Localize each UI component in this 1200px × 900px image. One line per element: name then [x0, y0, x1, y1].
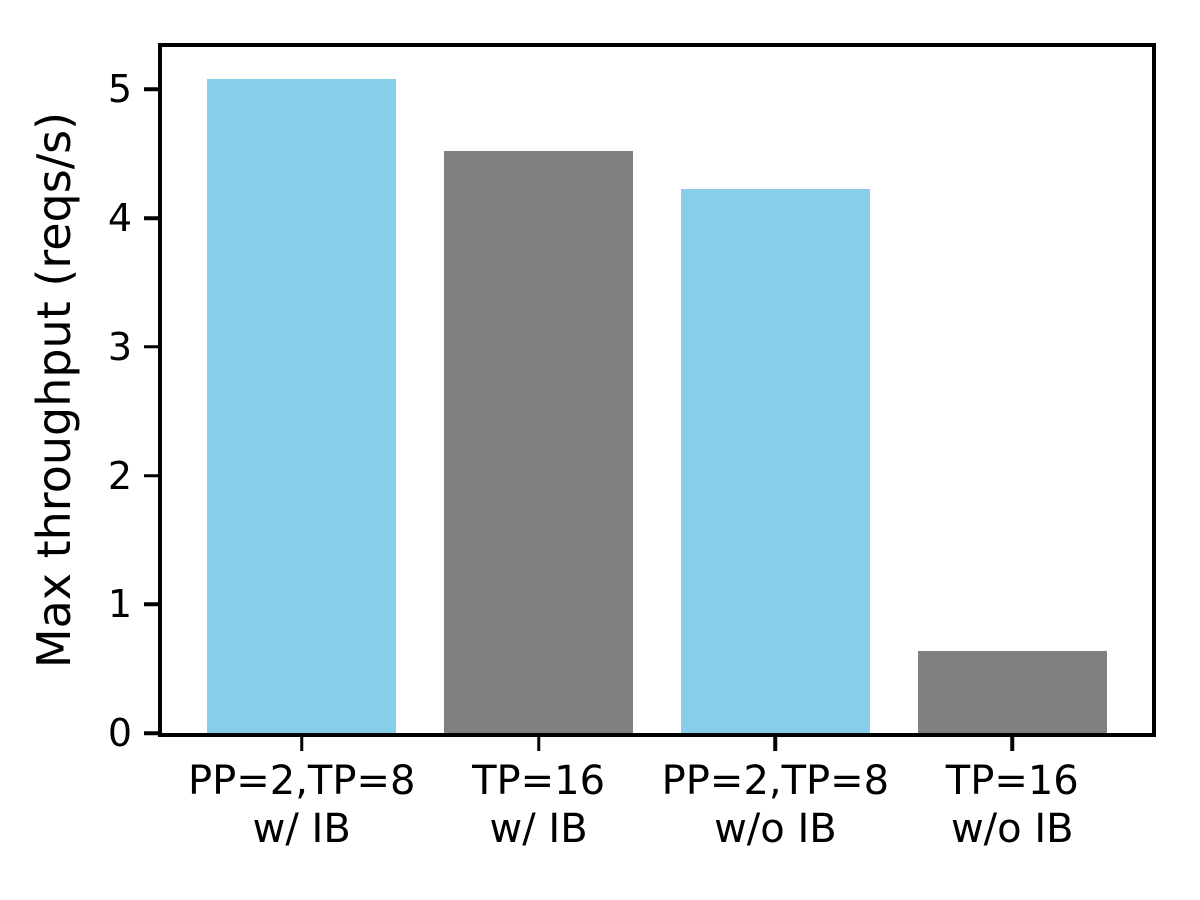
y-tick-label: 4	[107, 196, 132, 241]
y-tick	[144, 345, 158, 349]
bar-4	[917, 650, 1107, 733]
y-axis-label: Max throughput (reqs/s)	[27, 111, 81, 669]
y-tick	[144, 87, 158, 92]
y-tick-label: 5	[107, 67, 132, 112]
y-tick-label: 3	[107, 324, 132, 369]
y-tick	[144, 602, 158, 607]
x-tick-label-line: PP=2,TP=8	[661, 758, 890, 804]
x-tick	[1010, 737, 1014, 751]
bar-3	[680, 188, 871, 733]
y-tick	[144, 216, 158, 220]
x-tick	[536, 737, 541, 751]
x-tick-label: TP=16 w/o IB	[946, 757, 1079, 853]
y-tick-label: 2	[107, 453, 132, 498]
x-tick-label-line: w/o IB	[714, 806, 837, 852]
x-tick-label: PP=2,TP=8 w/ IB	[188, 757, 415, 853]
x-tick	[299, 737, 304, 751]
x-tick-label-line: w/ IB	[252, 806, 351, 852]
x-tick	[773, 737, 778, 751]
y-tick-label: 1	[107, 582, 132, 627]
y-tick-label: 0	[107, 711, 132, 755]
plot-area: 0 1 2 3 4 5 PP=2,TP=8 w/ IB TP=16 w/ IB PP=2,TP=8 w…	[108, 43, 1156, 852]
y-tick	[144, 731, 158, 735]
x-tick-label-line: w/ IB	[489, 806, 588, 852]
bar-1	[207, 79, 397, 733]
x-tick-label-line: TP=16	[472, 758, 606, 804]
x-tick-label-line: w/o IB	[950, 806, 1074, 852]
x-tick-label: TP=16 w/ IB	[472, 757, 605, 853]
x-tick-label-line: PP=2,TP=8	[188, 758, 416, 804]
y-tick	[144, 473, 158, 478]
x-tick-label: PP=2,TP=8 w/o IB	[662, 757, 889, 853]
x-tick-label-line: TP=16	[945, 758, 1079, 804]
bar-2	[443, 151, 634, 733]
